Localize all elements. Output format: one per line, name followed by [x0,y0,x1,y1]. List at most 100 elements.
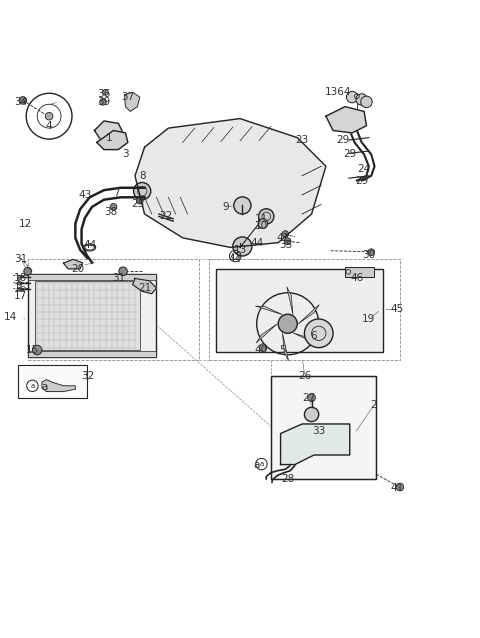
Circle shape [304,319,333,348]
Circle shape [282,231,288,237]
Polygon shape [97,131,128,149]
Text: a: a [41,382,48,392]
Text: 14: 14 [3,311,17,322]
Text: 3: 3 [122,149,129,160]
Circle shape [18,288,22,292]
Text: 1364: 1364 [324,87,351,98]
Text: 29: 29 [336,135,349,145]
Polygon shape [293,333,320,341]
Circle shape [233,237,252,256]
Circle shape [347,91,358,103]
Bar [216,269,383,352]
Circle shape [361,96,372,108]
Bar [28,274,156,357]
Circle shape [133,182,151,200]
Text: 30: 30 [362,249,375,260]
Text: 29: 29 [355,175,368,186]
Circle shape [259,209,274,224]
Circle shape [45,112,53,120]
Text: 1: 1 [106,133,112,143]
Text: 24: 24 [358,164,371,174]
Circle shape [18,276,22,279]
Text: 10: 10 [255,221,268,231]
Text: 20: 20 [71,264,84,274]
Text: 46: 46 [350,274,363,283]
Polygon shape [282,333,288,360]
Circle shape [234,197,251,214]
Text: 28: 28 [281,474,294,484]
Polygon shape [135,119,326,248]
Polygon shape [42,380,75,392]
Text: 44: 44 [228,255,242,264]
Text: 13: 13 [233,245,247,255]
Text: 43: 43 [78,190,92,200]
Bar [271,376,376,479]
Circle shape [33,345,42,355]
Circle shape [278,315,297,333]
Text: 38: 38 [105,207,118,217]
Circle shape [258,219,268,228]
Text: 21: 21 [138,283,151,293]
Text: 41: 41 [391,484,404,493]
Text: 45: 45 [391,304,404,315]
Bar [35,281,140,350]
Circle shape [368,249,374,256]
Polygon shape [95,121,123,145]
Circle shape [119,267,127,276]
Text: 34: 34 [14,97,27,107]
Polygon shape [63,260,83,269]
Circle shape [259,344,267,352]
Text: a: a [253,459,260,470]
Text: 12: 12 [19,219,32,228]
Text: 35: 35 [279,240,292,250]
Text: 31: 31 [112,274,125,283]
Text: 18: 18 [14,274,27,283]
Circle shape [316,429,326,438]
Text: 15: 15 [26,345,39,355]
Text: 44: 44 [83,240,96,250]
Text: 2: 2 [370,400,377,410]
Text: a: a [259,461,264,467]
Text: 6: 6 [311,330,317,341]
Text: 16: 16 [14,283,27,293]
Circle shape [396,483,404,491]
Text: 40: 40 [255,345,268,355]
Text: 39: 39 [97,97,110,107]
Circle shape [100,98,107,105]
Polygon shape [124,93,140,112]
Text: 17: 17 [14,291,27,301]
Text: 42: 42 [276,233,289,243]
Polygon shape [281,424,350,464]
Circle shape [304,407,319,422]
Bar [271,376,376,479]
Text: 26: 26 [298,371,311,382]
Polygon shape [132,278,156,293]
Circle shape [103,89,108,95]
Bar [28,351,156,357]
Text: 11: 11 [255,214,268,224]
Text: 4: 4 [46,121,52,131]
Text: 5: 5 [280,345,286,355]
Bar [18,366,87,397]
Circle shape [136,197,143,204]
Text: 33: 33 [312,426,325,436]
Text: 9: 9 [222,202,229,212]
Polygon shape [256,323,277,343]
Text: 19: 19 [362,314,375,324]
Text: 27: 27 [302,393,316,403]
Polygon shape [326,107,366,133]
Text: 23: 23 [295,135,309,145]
Text: a: a [30,383,35,389]
Circle shape [110,204,117,210]
Polygon shape [255,306,282,315]
Text: 44: 44 [250,237,264,248]
Text: 31: 31 [14,255,27,264]
Text: 32: 32 [81,371,94,382]
Circle shape [356,94,367,105]
Circle shape [24,267,32,275]
Text: 29: 29 [343,149,356,160]
Bar [28,274,156,280]
Text: 7: 7 [113,188,119,198]
Polygon shape [287,287,293,315]
Text: 8: 8 [139,171,145,181]
